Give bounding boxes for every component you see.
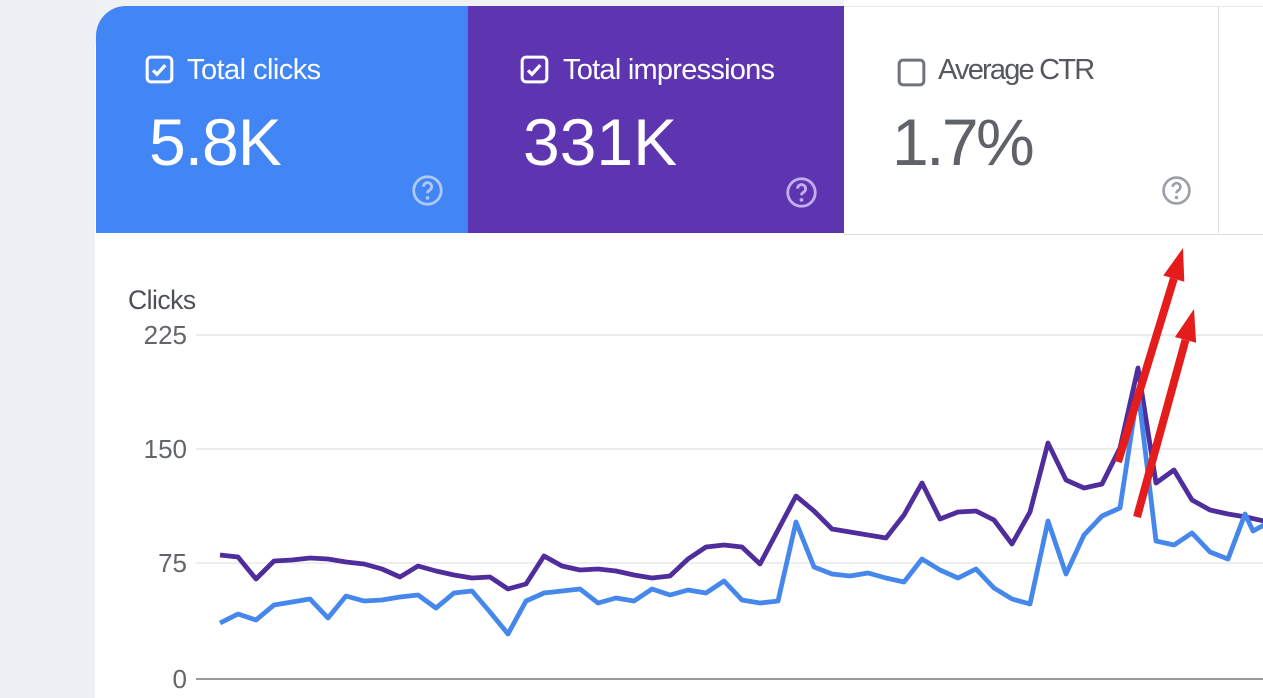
svg-text:0: 0 bbox=[173, 664, 187, 694]
svg-text:Clicks: Clicks bbox=[128, 285, 196, 315]
svg-text:225: 225 bbox=[144, 320, 187, 350]
svg-text:75: 75 bbox=[158, 548, 187, 578]
svg-text:150: 150 bbox=[144, 434, 187, 464]
